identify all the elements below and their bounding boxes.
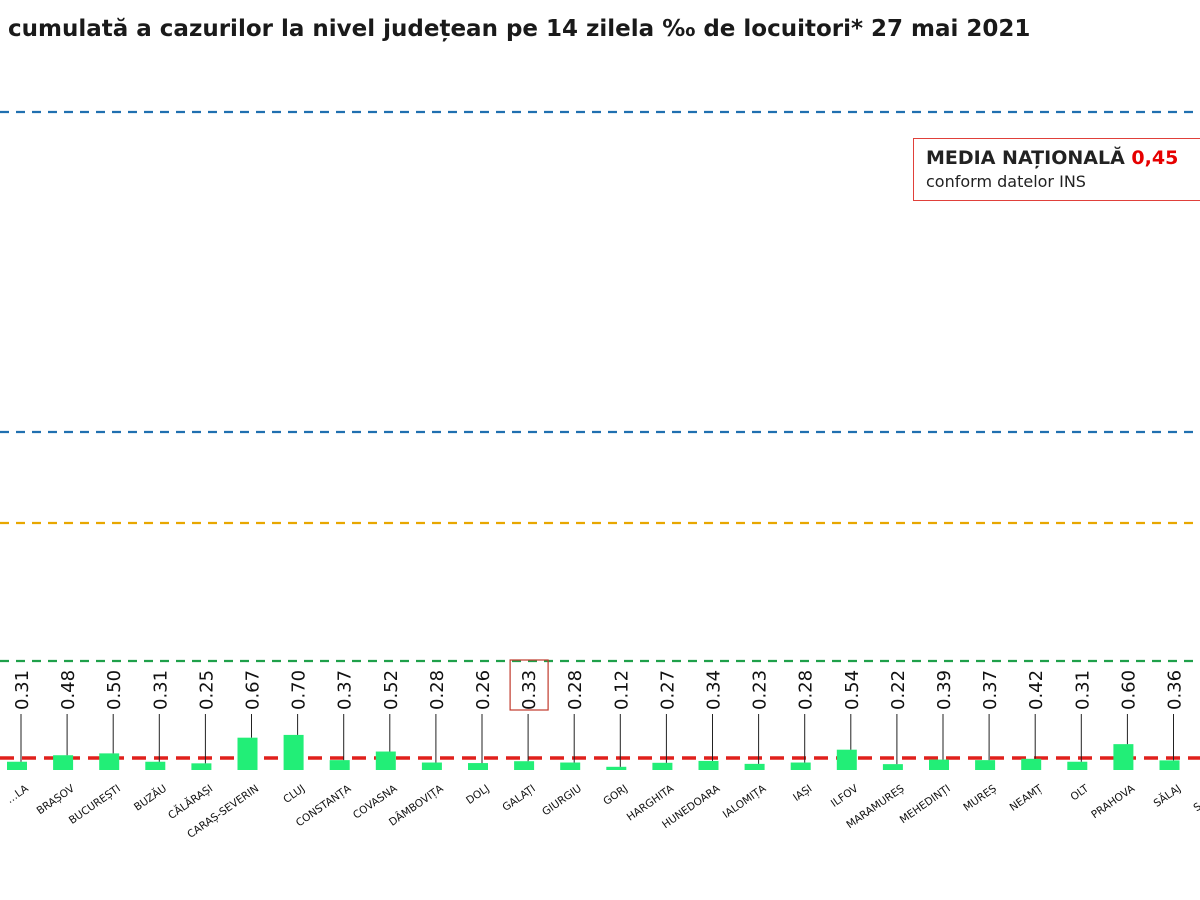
legend-note: conform datelor INS xyxy=(926,172,1086,191)
x-tick-label: BRAȘOV xyxy=(35,782,78,817)
bar xyxy=(882,764,903,770)
value-label: 0.48 xyxy=(58,670,79,710)
x-tick-label: SATU… xyxy=(1191,783,1200,815)
bar xyxy=(375,751,396,770)
legend-label: MEDIA NAȚIONALĂ xyxy=(926,147,1125,169)
value-label: 0.60 xyxy=(1118,670,1139,710)
bar xyxy=(329,760,350,770)
bar xyxy=(1021,758,1042,770)
x-tick-label: NEAMȚ xyxy=(1008,782,1046,813)
value-label: 0.37 xyxy=(335,670,356,710)
x-tick-label: GORJ xyxy=(601,783,630,808)
reference-lines xyxy=(0,110,1200,760)
bar xyxy=(237,737,258,770)
value-label: 0.42 xyxy=(1026,670,1047,710)
value-label: 0.28 xyxy=(565,670,586,710)
bar xyxy=(606,766,627,770)
value-labels: 0.31 0.48 0.50 0.31 0.25 0.67 0.70 0.37 0.52 0.28… xyxy=(12,659,1186,767)
value-label: 0.50 xyxy=(104,670,125,710)
legend-value: 0,45 xyxy=(1131,147,1179,169)
x-tick-label: BUCUREȘTI xyxy=(67,783,123,827)
value-label: 0.23 xyxy=(750,670,771,710)
chart-title: cumulată a cazurilor la nivel județean p… xyxy=(8,16,1031,42)
x-tick-label: BUZĂU xyxy=(131,782,169,814)
value-label: 0.52 xyxy=(381,670,402,710)
x-tick-label: CLUJ xyxy=(281,783,307,806)
value-label: 0.28 xyxy=(796,670,817,710)
bar xyxy=(790,762,811,770)
x-tick-label: IAȘI xyxy=(791,783,814,804)
value-label: 0.33 xyxy=(519,670,540,710)
value-label: 0.54 xyxy=(842,670,863,710)
x-tick-label: GIURGIU xyxy=(540,783,584,819)
bar xyxy=(191,763,212,770)
bar xyxy=(145,761,166,770)
x-tick-label: DOLJ xyxy=(464,783,492,807)
value-label: 0.25 xyxy=(196,670,217,710)
bar xyxy=(560,762,581,770)
bar xyxy=(975,760,996,770)
x-tick-label: …LA xyxy=(4,782,31,806)
bar xyxy=(836,749,857,770)
bar xyxy=(53,755,74,770)
bar xyxy=(1113,744,1134,770)
bar xyxy=(7,761,27,770)
highlight-box xyxy=(509,659,549,711)
value-label: 0.12 xyxy=(611,670,632,710)
bar xyxy=(698,760,719,770)
bar xyxy=(514,761,535,770)
value-label: 0.36 xyxy=(1165,670,1186,710)
bar xyxy=(1067,761,1088,770)
national-average-legend: MEDIA NAȚIONALĂ 0,45 conform datelor INS xyxy=(913,138,1200,201)
bar xyxy=(1159,760,1180,770)
bars xyxy=(7,734,1180,770)
legend-title: MEDIA NAȚIONALĂ 0,45 xyxy=(926,147,1200,169)
value-label: 0.37 xyxy=(980,670,1001,710)
bar xyxy=(99,753,120,770)
value-label: 0.70 xyxy=(289,670,310,710)
bar xyxy=(283,734,304,770)
bar xyxy=(421,762,442,770)
x-tick-label: IALOMIȚA xyxy=(721,782,769,821)
x-tick-label: MEHEDINȚI xyxy=(898,783,953,827)
value-label: 0.31 xyxy=(150,670,171,710)
bar xyxy=(744,763,765,770)
bar xyxy=(929,759,949,770)
value-label: 0.39 xyxy=(934,670,955,710)
value-label: 0.31 xyxy=(1072,670,1093,710)
bar xyxy=(468,763,488,770)
value-label: 0.27 xyxy=(657,670,678,710)
x-tick-label: GALAȚI xyxy=(500,783,537,814)
x-tick-label: PRAHOVA xyxy=(1089,782,1138,821)
value-label: 0.28 xyxy=(427,670,448,710)
value-label: 0.31 xyxy=(12,670,33,710)
value-label: 0.22 xyxy=(888,670,909,710)
value-label: 0.67 xyxy=(243,670,264,710)
value-label: 0.26 xyxy=(473,670,494,710)
x-tick-label: ILFOV xyxy=(829,782,861,810)
bar xyxy=(652,762,673,770)
value-label: 0.34 xyxy=(704,670,725,710)
x-tick-label: OLT xyxy=(1068,782,1091,803)
x-tick-label: MUREȘ xyxy=(961,782,999,813)
x-tick-label: SĂLAJ xyxy=(1151,782,1183,810)
